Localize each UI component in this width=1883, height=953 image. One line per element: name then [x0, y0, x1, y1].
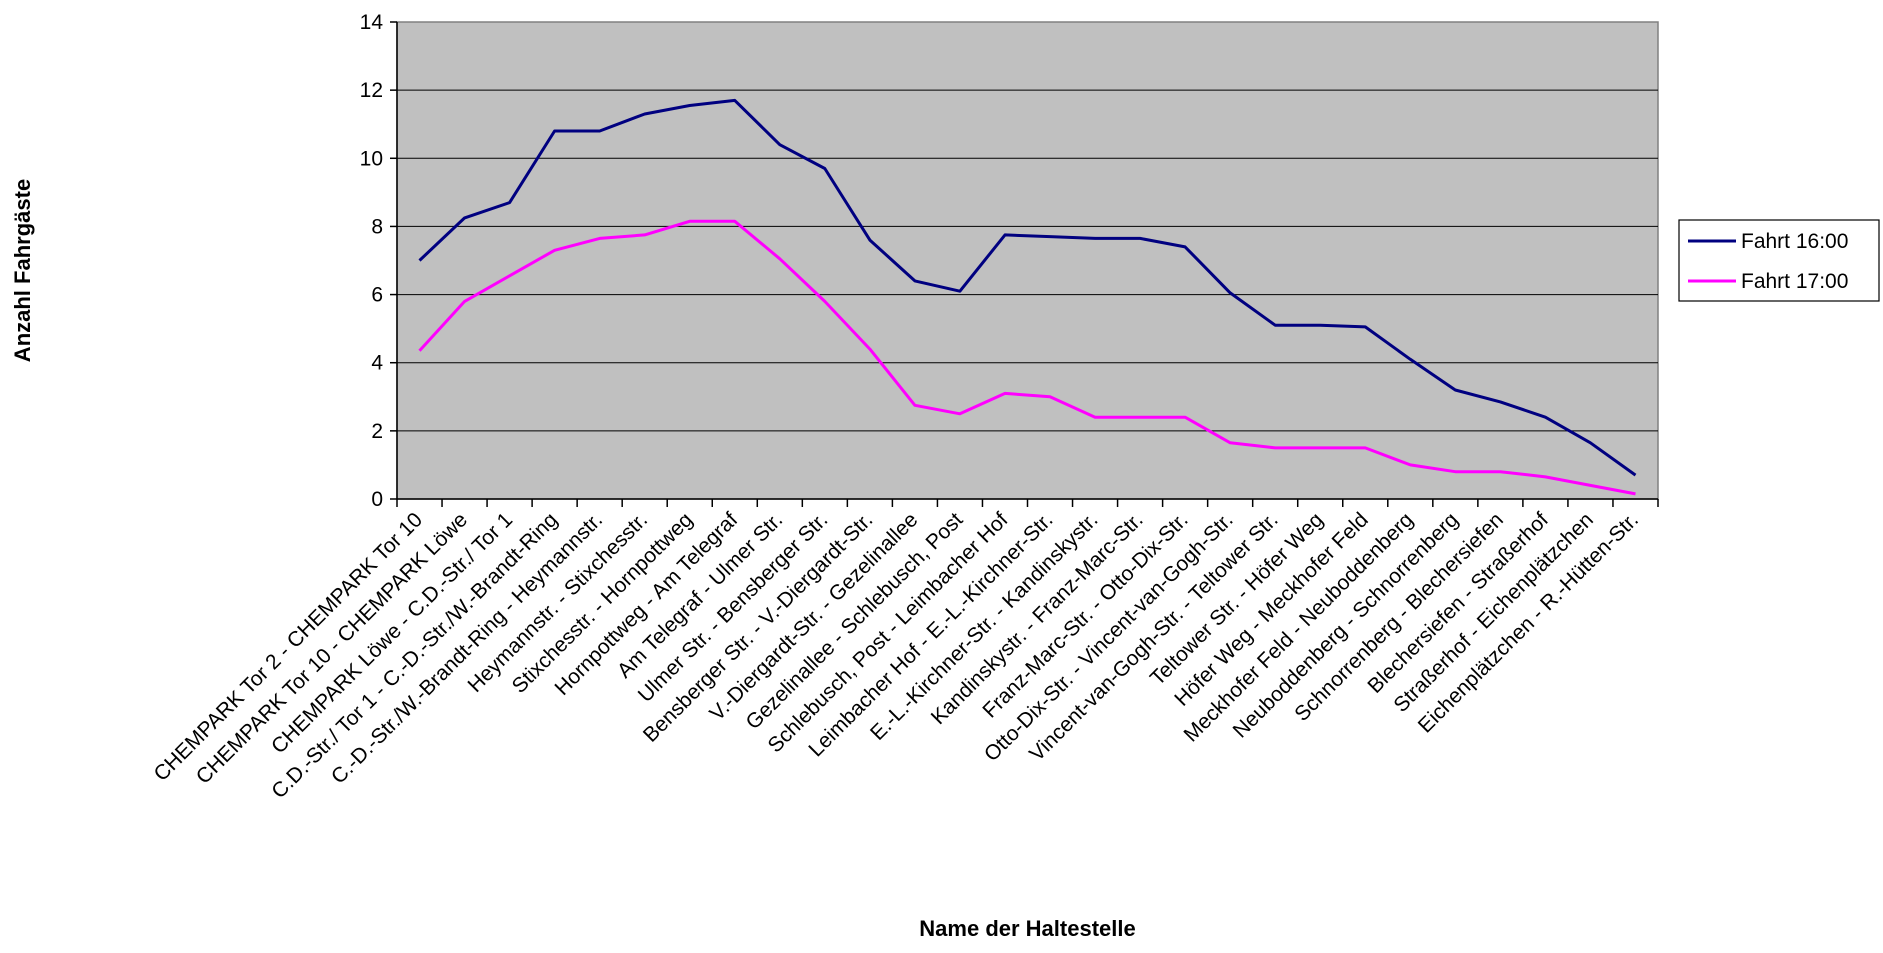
y-tick-label: 6	[371, 284, 383, 307]
series-line-fahrt-1700	[418, 219, 1636, 496]
series-line-fahrt-1600	[418, 98, 1637, 477]
legend-entry-fahrt-1700: Fahrt 17:00	[1741, 270, 1848, 293]
y-tick-label: 4	[371, 352, 383, 375]
y-tick-label: 8	[371, 215, 383, 238]
legend-entry-fahrt-1600: Fahrt 16:00	[1741, 230, 1848, 253]
y-tick-label: 0	[371, 488, 383, 511]
y-axis-title: Anzahl Fahrgäste	[10, 179, 35, 362]
y-tick-label: 2	[371, 420, 383, 443]
plot-area	[390, 21, 1659, 507]
y-tick-label: 12	[360, 79, 383, 102]
x-axis-title: Name der Haltestelle	[919, 916, 1135, 941]
legend: Fahrt 16:00 Fahrt 17:00	[1678, 219, 1880, 302]
y-tick-label: 10	[360, 147, 383, 170]
y-tick-labels: 0 2 4 6 8 10 12 14	[360, 11, 384, 511]
x-tick-labels: CHEMPARK Tor 2 - CHEMPARK Tor 10CHEMPARK…	[149, 508, 1643, 803]
plot-background	[396, 21, 1659, 500]
y-tick-label: 14	[360, 11, 384, 34]
legend-box	[1678, 219, 1880, 302]
